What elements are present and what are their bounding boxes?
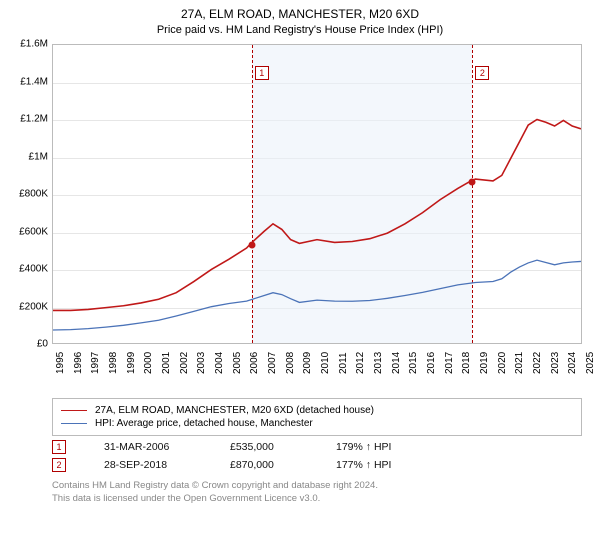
x-axis-label: 2010 xyxy=(320,352,331,374)
x-axis-label: 2007 xyxy=(267,352,278,374)
y-axis-label: £1.4M xyxy=(12,76,48,87)
event-marker-2: 2 xyxy=(52,458,66,472)
y-axis-label: £1.2M xyxy=(12,114,48,125)
x-axis-label: 2006 xyxy=(249,352,260,374)
x-axis-label: 1998 xyxy=(108,352,119,374)
y-axis-label: £1M xyxy=(12,151,48,162)
x-axis-label: 2011 xyxy=(338,353,349,375)
x-axis-label: 2009 xyxy=(302,352,313,374)
y-axis-label: £400K xyxy=(12,264,48,275)
x-axis-label: 2020 xyxy=(497,352,508,374)
legend: 27A, ELM ROAD, MANCHESTER, M20 6XD (deta… xyxy=(52,398,582,436)
x-axis-label: 2001 xyxy=(161,352,172,374)
x-axis-label: 2013 xyxy=(373,352,384,374)
x-axis-label: 1997 xyxy=(90,352,101,374)
footer-line-2: This data is licensed under the Open Gov… xyxy=(52,493,590,506)
event-date-2: 28-SEP-2018 xyxy=(104,459,192,471)
legend-item-price: 27A, ELM ROAD, MANCHESTER, M20 6XD (deta… xyxy=(61,404,573,417)
plot-region xyxy=(52,44,582,344)
x-axis-label: 2019 xyxy=(479,352,490,374)
chart-subtitle: Price paid vs. HM Land Registry's House … xyxy=(10,23,590,38)
chart-container: 27A, ELM ROAD, MANCHESTER, M20 6XD Price… xyxy=(0,0,600,560)
x-axis-label: 1996 xyxy=(73,352,84,374)
footer-line-1: Contains HM Land Registry data © Crown c… xyxy=(52,480,590,493)
sale-point-dot xyxy=(248,241,255,248)
chart-title: 27A, ELM ROAD, MANCHESTER, M20 6XD xyxy=(10,6,590,23)
x-axis-label: 2008 xyxy=(285,352,296,374)
sale-point-dot xyxy=(469,179,476,186)
x-axis-label: 2003 xyxy=(196,352,207,374)
y-axis-label: £600K xyxy=(12,226,48,237)
legend-label-hpi: HPI: Average price, detached house, Manc… xyxy=(95,418,313,429)
footer: Contains HM Land Registry data © Crown c… xyxy=(52,480,590,506)
x-axis-label: 2004 xyxy=(214,352,225,374)
x-axis-label: 2016 xyxy=(426,352,437,374)
y-axis-label: £0 xyxy=(12,339,48,350)
event-pct-2: 177% ↑ HPI xyxy=(336,459,391,471)
x-axis-label: 1995 xyxy=(55,352,66,374)
legend-swatch-hpi xyxy=(61,423,87,424)
sale-marker-1: 1 xyxy=(255,66,269,80)
x-axis-label: 2023 xyxy=(550,352,561,374)
sale-marker-2: 2 xyxy=(475,66,489,80)
x-axis-label: 2012 xyxy=(355,352,366,374)
x-axis-label: 2025 xyxy=(585,352,596,374)
legend-label-price: 27A, ELM ROAD, MANCHESTER, M20 6XD (deta… xyxy=(95,405,374,416)
event-date-1: 31-MAR-2006 xyxy=(104,441,192,453)
x-axis-label: 2000 xyxy=(143,352,154,374)
x-axis-label: 2002 xyxy=(179,352,190,374)
chart-area: £0£200K£400K£600K£800K£1M£1.2M£1.4M£1.6M… xyxy=(12,44,586,394)
event-pct-1: 179% ↑ HPI xyxy=(336,441,391,453)
x-axis-label: 2015 xyxy=(408,352,419,374)
legend-swatch-price xyxy=(61,410,87,411)
x-axis-label: 2018 xyxy=(461,352,472,374)
event-row-2: 2 28-SEP-2018 £870,000 177% ↑ HPI xyxy=(52,458,590,472)
event-price-1: £535,000 xyxy=(230,441,298,453)
y-axis-label: £1.6M xyxy=(12,39,48,50)
event-marker-1: 1 xyxy=(52,440,66,454)
event-price-2: £870,000 xyxy=(230,459,298,471)
y-axis-label: £200K xyxy=(12,301,48,312)
x-axis-label: 2022 xyxy=(532,352,543,374)
x-axis-label: 2024 xyxy=(567,352,578,374)
event-row-1: 1 31-MAR-2006 £535,000 179% ↑ HPI xyxy=(52,440,590,454)
x-axis-label: 2014 xyxy=(391,352,402,374)
legend-item-hpi: HPI: Average price, detached house, Manc… xyxy=(61,417,573,430)
x-axis-label: 2017 xyxy=(444,352,455,374)
x-axis-label: 2021 xyxy=(514,352,525,374)
y-axis-label: £800K xyxy=(12,189,48,200)
x-axis-label: 2005 xyxy=(232,352,243,374)
x-axis-label: 1999 xyxy=(126,352,137,374)
